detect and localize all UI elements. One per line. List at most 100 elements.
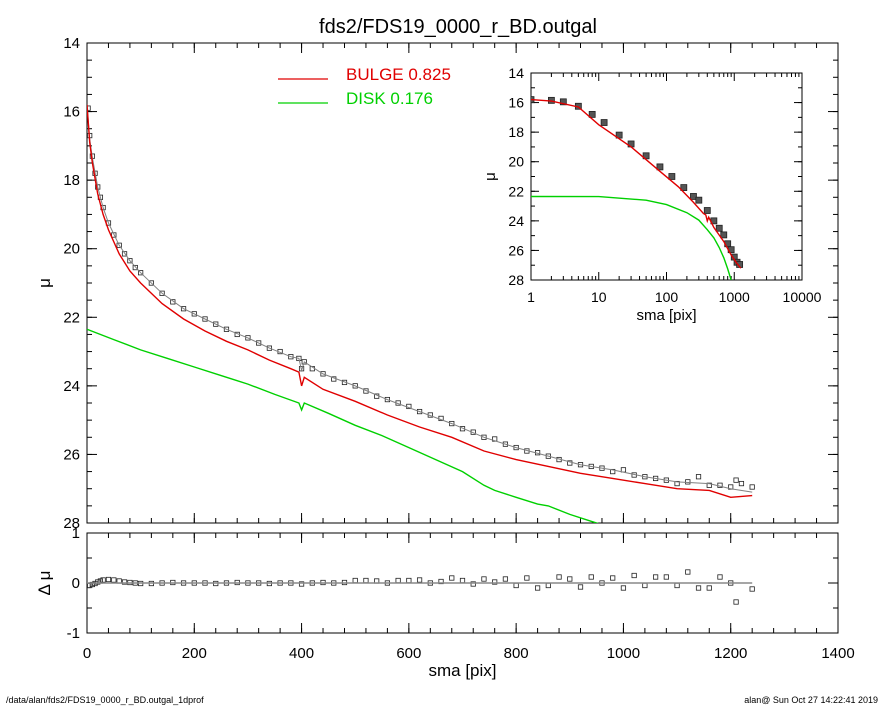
data-point <box>685 569 691 575</box>
y-axis-label: Δ μ <box>35 571 54 596</box>
data-point <box>706 482 712 488</box>
y-axis-label: μ <box>35 278 54 288</box>
data-point <box>266 345 272 351</box>
data-point <box>170 299 176 305</box>
data-point <box>556 574 562 580</box>
main-panel: 14 16 18 20 22 24 26 28 μ <box>35 35 839 532</box>
data-point <box>202 316 208 322</box>
data-point <box>481 576 487 582</box>
data-point <box>685 479 691 485</box>
data-point <box>703 207 711 214</box>
data-point <box>213 321 219 327</box>
chart-title: fds2/FDS19_0000_r_BD.outgal <box>319 16 597 38</box>
data-point <box>513 582 519 589</box>
y-tick-label: 1 <box>72 525 80 542</box>
data-point <box>449 420 455 427</box>
y-tick-label: 18 <box>508 124 524 140</box>
data-point <box>631 572 637 579</box>
data-point <box>384 396 391 403</box>
footer-right: alan@ Sun Oct 27 14:22:41 2019 <box>744 695 878 705</box>
data-point <box>132 264 138 271</box>
data-point <box>127 258 133 264</box>
data-point <box>695 196 703 204</box>
x-tick-label: 400 <box>289 645 314 662</box>
y-tick-label: 18 <box>63 172 80 189</box>
x-axis-label: sma [pix] <box>428 661 496 680</box>
legend-label-disk: DISK 0.176 <box>346 89 433 108</box>
data-point <box>459 577 466 584</box>
y-tick-label: 16 <box>508 95 524 111</box>
x-tick-label: 0 <box>83 645 91 662</box>
y-tick-label: 24 <box>508 213 524 229</box>
footer-left: /data/alan/fds2/FDS19_0000_r_BD.outgal_1… <box>6 695 204 705</box>
y-tick-label: 20 <box>63 241 80 258</box>
y-tick-label: 16 <box>63 104 80 121</box>
data-point <box>656 163 664 171</box>
data-point <box>610 468 616 475</box>
data-point <box>148 280 154 286</box>
data-point <box>749 586 755 592</box>
x-tick-label: 10 <box>591 289 607 305</box>
data-point <box>600 119 608 126</box>
data-point <box>111 232 117 238</box>
resid-series <box>87 569 755 605</box>
y-tick-label: 20 <box>508 154 524 170</box>
x-tick-label: 600 <box>396 645 421 662</box>
data-point <box>738 480 745 487</box>
data-point <box>695 585 702 591</box>
x-tick-label: 200 <box>182 645 207 662</box>
y-tick-label: 24 <box>63 378 80 395</box>
x-tick-label: 100 <box>655 289 679 305</box>
y-tick-label: 14 <box>63 35 80 52</box>
data-point <box>470 581 476 587</box>
data-point <box>749 484 755 490</box>
data-point <box>95 579 101 585</box>
data-point <box>449 575 455 581</box>
y-tick-label: 22 <box>508 183 524 199</box>
data-point <box>674 480 680 487</box>
disk-line <box>87 328 599 523</box>
y-tick-label: 28 <box>63 515 80 532</box>
data-point <box>502 441 509 447</box>
data-point <box>416 408 423 415</box>
data-point <box>116 242 122 248</box>
data-point <box>733 477 739 483</box>
data-point <box>180 306 187 312</box>
y-tick-label: 14 <box>508 65 524 81</box>
data-point <box>663 574 669 580</box>
data-point <box>668 173 676 180</box>
data-point <box>513 444 519 451</box>
data-point <box>567 460 573 466</box>
data-point <box>642 582 648 589</box>
data-point <box>695 474 702 480</box>
data-point <box>706 585 712 591</box>
data-point <box>298 581 305 587</box>
data-point <box>363 577 369 584</box>
data-point <box>674 582 680 589</box>
inset-panel: 1 10 100 1000 10000 14 16 18 20 22 24 26 28 sma [pix]… <box>482 65 822 324</box>
data-point <box>680 184 688 191</box>
data-point <box>545 453 551 459</box>
data-point <box>100 577 106 583</box>
data-point <box>191 311 197 317</box>
x-tick-label: 800 <box>504 645 529 662</box>
data-point <box>577 584 584 590</box>
legend-label-bulge: BULGE 0.825 <box>346 65 451 84</box>
data-point <box>121 579 128 585</box>
data-point <box>481 434 487 440</box>
y-tick-label: 28 <box>508 272 524 288</box>
data-point <box>545 582 551 589</box>
x-tick-label: 1000 <box>719 289 750 305</box>
y-tick-label: 0 <box>72 575 80 592</box>
x-tick-label: 1400 <box>821 645 854 662</box>
data-point <box>105 576 112 583</box>
y-tick-label: 26 <box>63 446 80 463</box>
data-point <box>733 599 739 605</box>
data-point <box>715 224 723 232</box>
data-point <box>492 579 498 585</box>
data-point <box>395 577 401 584</box>
data-point <box>502 576 509 582</box>
inset-series <box>531 96 744 280</box>
model-line <box>87 104 753 493</box>
